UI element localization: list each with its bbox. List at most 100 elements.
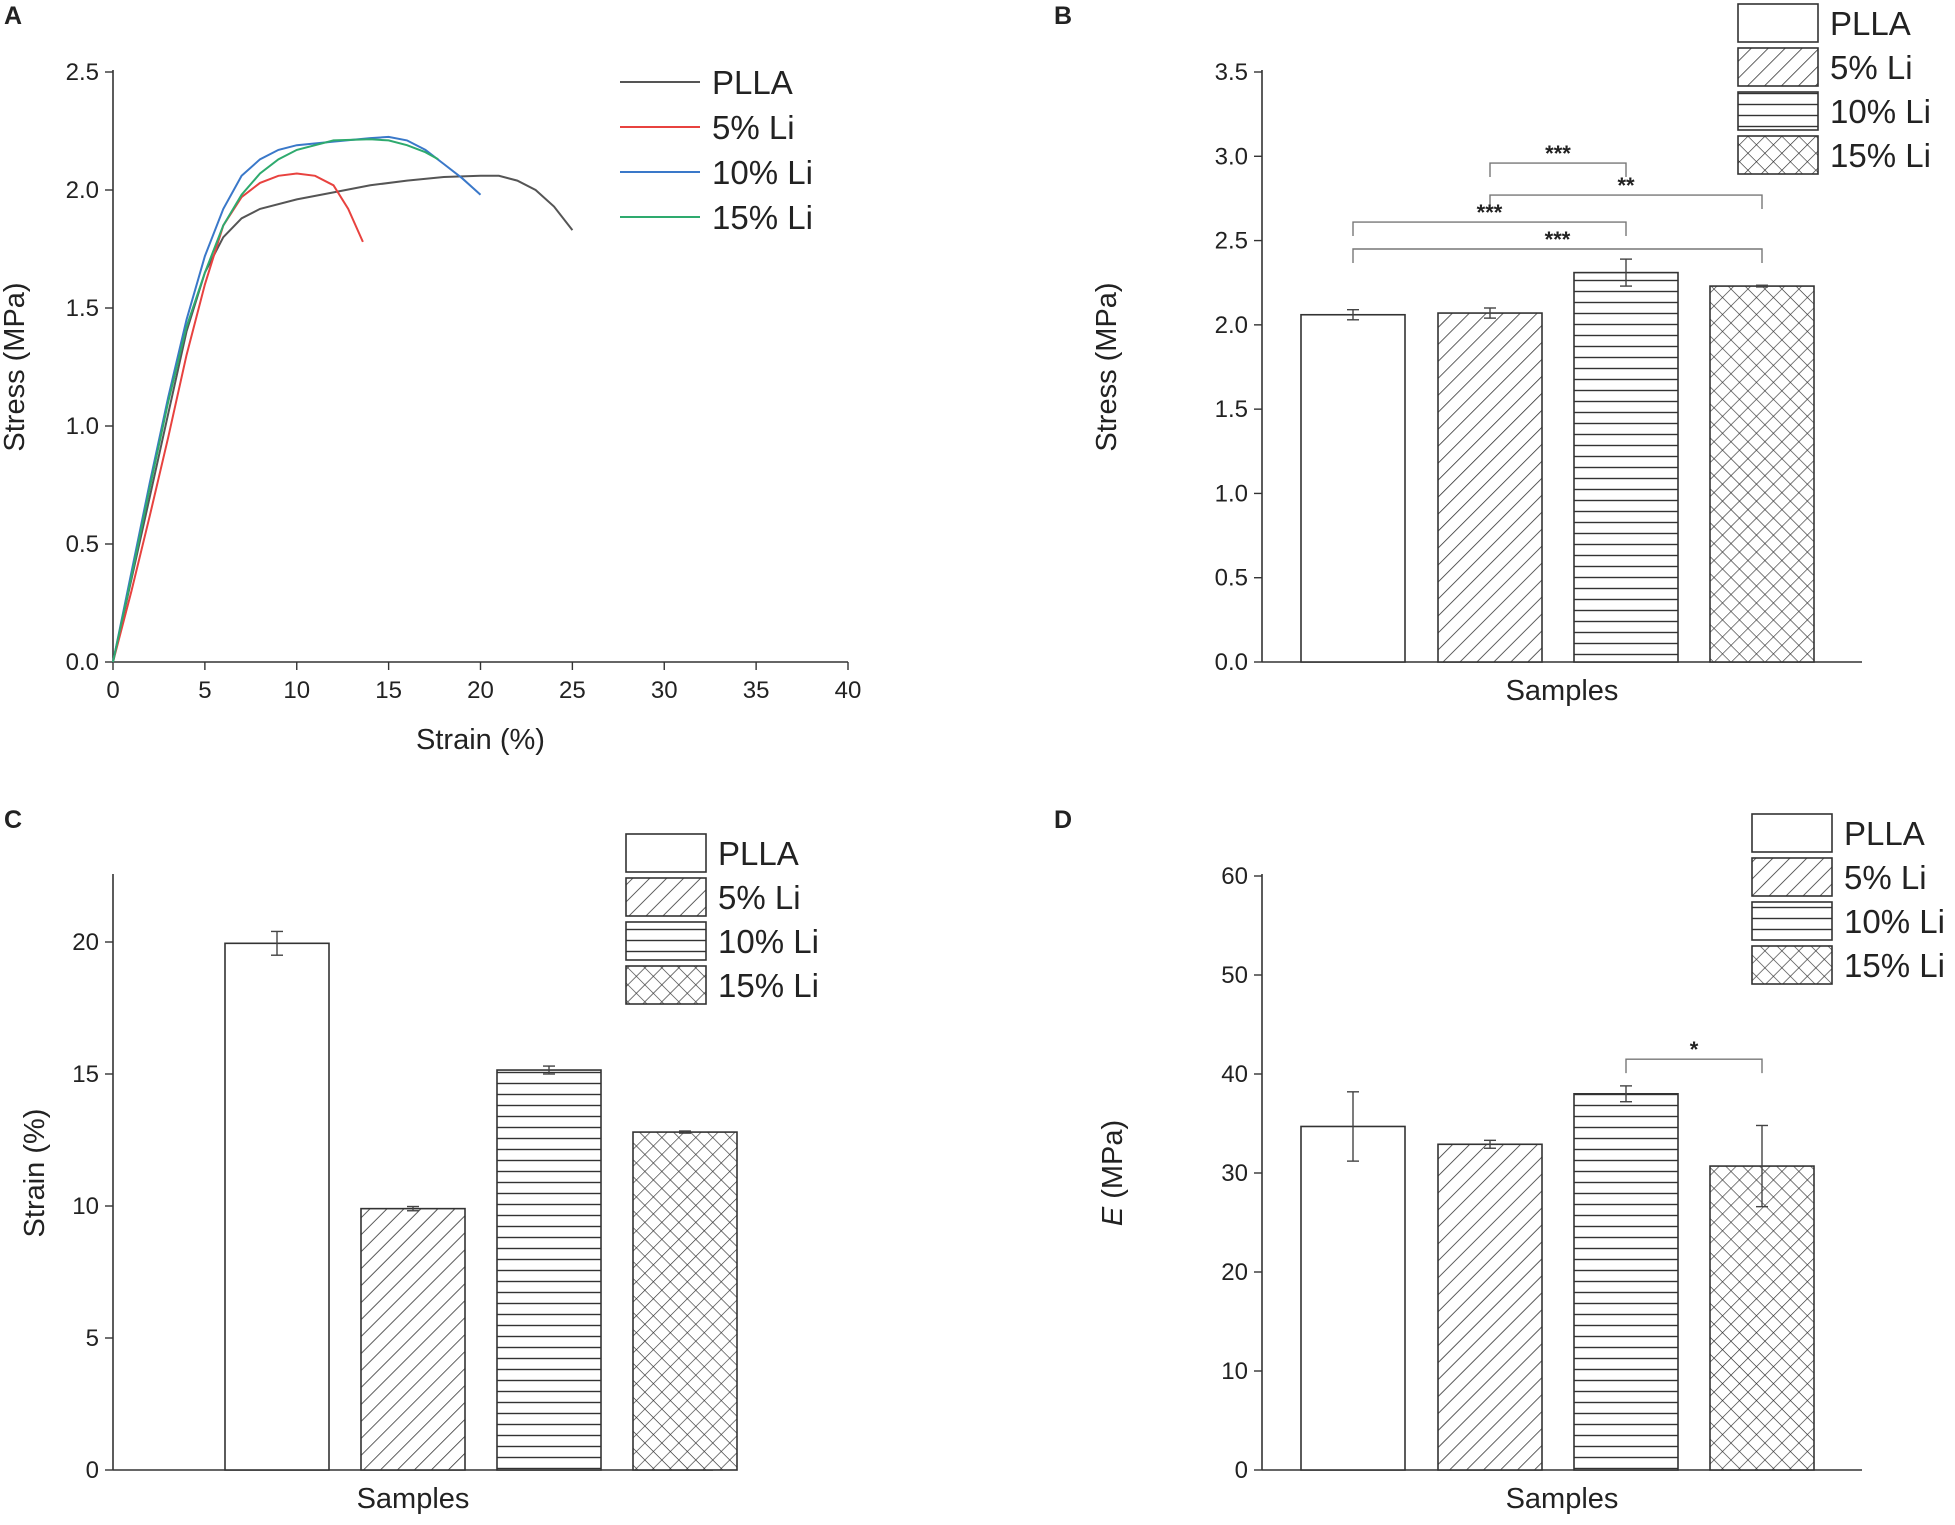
- significance-label: ***: [1545, 227, 1571, 252]
- legend-label-plla: PLLA: [718, 835, 799, 872]
- legend-label-10pct-li: 10% Li: [712, 154, 813, 191]
- panel-a-line-chart: 0.0 0.5 1.0 1.5 2.0 2.5 0 5 10 15 20 25 30 35 40 Strain…: [0, 59, 861, 756]
- series-line-10pct-li: [112, 135, 482, 663]
- x-axis-title: Strain (%): [416, 724, 545, 756]
- bar-plla: [1300, 1125, 1406, 1471]
- y-tick-label: 0: [86, 1457, 99, 1484]
- legend-swatch-5pct-li: [1751, 857, 1833, 897]
- legend-label-5pct-li: 5% Li: [1844, 859, 1927, 896]
- significance-bracket: [1489, 194, 1763, 210]
- y-tick-label: 1.0: [1215, 480, 1248, 507]
- x-tick-label: 40: [835, 677, 862, 704]
- legend-label-plla: PLLA: [1830, 5, 1911, 42]
- significance-bracket: [1352, 221, 1627, 237]
- bar-10pct-li: [1573, 271, 1679, 663]
- x-axis-title: Samples: [1506, 675, 1619, 707]
- y-tick-label: 15: [72, 1061, 99, 1088]
- bar-5pct-li: [1437, 312, 1543, 663]
- legend-label-plla: PLLA: [712, 64, 793, 101]
- y-tick-label: 30: [1221, 1160, 1248, 1187]
- legend-swatch-plla: [1737, 3, 1819, 43]
- legend-swatch-10pct-li: [1751, 901, 1833, 941]
- y-tick-label: 2.5: [66, 59, 99, 86]
- panel-c-bar-chart: 0 5 10 15 20 PLLA 5% Li 10% Li 15% Li Samples Stra…: [19, 833, 819, 1515]
- legend-label-10pct-li: 10% Li: [1844, 903, 1945, 940]
- y-tick-label: 1.0: [66, 413, 99, 440]
- y-tick-label: 0.0: [1215, 649, 1248, 676]
- legend-label-5pct-li: 5% Li: [1830, 49, 1913, 86]
- y-axis-title: Strain (%): [19, 1109, 51, 1238]
- significance-label: ***: [1545, 141, 1571, 166]
- legend-label-15pct-li: 15% Li: [718, 967, 819, 1004]
- legend-swatch-5pct-li: [1737, 47, 1819, 87]
- legend-swatch-15pct-li: [1737, 135, 1819, 175]
- y-tick-label: 20: [72, 929, 99, 956]
- panel-letter-b: B: [1054, 2, 1072, 30]
- y-tick-label: 20: [1221, 1259, 1248, 1286]
- legend-swatch-10pct-li: [625, 921, 707, 961]
- panel-letter-a: A: [4, 2, 22, 30]
- y-axis-title-symbol: E: [1097, 1206, 1129, 1226]
- significance-bracket: [1352, 248, 1763, 263]
- legend-label-15pct-li: 15% Li: [712, 199, 813, 236]
- bar-10pct-li: [496, 1069, 602, 1471]
- significance-bracket: [1489, 162, 1627, 178]
- legend-swatch-5pct-li: [625, 877, 707, 917]
- y-tick-label: 2.0: [1215, 312, 1248, 339]
- y-tick-label: 1.5: [66, 295, 99, 322]
- legend-swatch-plla: [1751, 813, 1833, 853]
- x-tick-label: 10: [283, 677, 310, 704]
- legend-label-10pct-li: 10% Li: [1830, 93, 1931, 130]
- legend-swatch-plla: [625, 833, 707, 873]
- y-tick-label: 0: [1235, 1457, 1248, 1484]
- y-tick-label: 3.0: [1215, 143, 1248, 170]
- series-line-15pct-li: [112, 138, 439, 663]
- legend-label-5pct-li: 5% Li: [712, 109, 795, 146]
- panel-b-bar-chart: 0.0 0.5 1.0 1.5 2.0 2.5 3.0 3.5 PLLA 5% Li 10% Li 1…: [1091, 3, 1931, 707]
- y-tick-label: 2.5: [1215, 228, 1248, 255]
- legend-label-15pct-li: 15% Li: [1844, 947, 1945, 984]
- significance-bracket: [1625, 1058, 1763, 1074]
- significance-label: **: [1617, 173, 1635, 198]
- y-tick-label: 60: [1221, 863, 1248, 890]
- legend-swatch-15pct-li: [625, 965, 707, 1005]
- panel-letter-d: D: [1054, 806, 1072, 834]
- y-tick-label: 2.0: [66, 177, 99, 204]
- y-axis-title: Stress (MPa): [0, 282, 31, 451]
- series-line-5pct-li: [112, 172, 364, 663]
- bar-15pct-li: [1709, 1165, 1815, 1471]
- legend-label-15pct-li: 15% Li: [1830, 137, 1931, 174]
- y-tick-label: 1.5: [1215, 396, 1248, 423]
- y-axis-title: Stress (MPa): [1091, 282, 1123, 451]
- x-tick-label: 35: [743, 677, 770, 704]
- bar-plla: [1300, 313, 1406, 663]
- y-tick-label: 5: [86, 1325, 99, 1352]
- y-tick-label: 0.5: [1215, 565, 1248, 592]
- x-tick-label: 20: [467, 677, 494, 704]
- x-tick-label: 15: [375, 677, 402, 704]
- legend-swatch-15pct-li: [1751, 945, 1833, 985]
- panel-d-bar-chart: 0 10 20 30 40 50 60 PLLA 5% Li 10% Li 15% Li * Sampl…: [1097, 813, 1945, 1515]
- x-tick-label: 5: [198, 677, 211, 704]
- y-axis-title-unit: (MPa): [1097, 1120, 1129, 1207]
- significance-label: *: [1690, 1037, 1699, 1062]
- y-tick-label: 3.5: [1215, 59, 1248, 86]
- series-line-plla: [112, 174, 574, 663]
- bar-10pct-li: [1573, 1093, 1679, 1471]
- x-axis-title: Samples: [1506, 1483, 1619, 1515]
- legend-label-5pct-li: 5% Li: [718, 879, 801, 916]
- panel-letter-c: C: [4, 806, 22, 834]
- bar-15pct-li: [1709, 285, 1815, 663]
- bar-plla: [224, 942, 330, 1471]
- bar-5pct-li: [1437, 1143, 1543, 1471]
- x-tick-label: 25: [559, 677, 586, 704]
- y-tick-label: 10: [72, 1193, 99, 1220]
- legend-label-plla: PLLA: [1844, 815, 1925, 852]
- significance-label: ***: [1477, 200, 1503, 225]
- bar-15pct-li: [632, 1131, 738, 1471]
- y-tick-label: 40: [1221, 1061, 1248, 1088]
- y-tick-label: 0.0: [66, 649, 99, 676]
- y-tick-label: 0.5: [66, 531, 99, 558]
- x-tick-label: 30: [651, 677, 678, 704]
